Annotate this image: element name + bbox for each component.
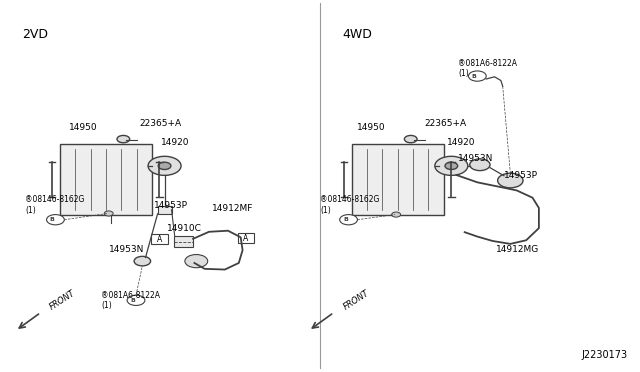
Text: 14950: 14950 <box>356 123 385 132</box>
Text: 14912MG: 14912MG <box>497 244 540 254</box>
Text: 14953P: 14953P <box>154 201 188 209</box>
Circle shape <box>404 135 417 143</box>
Text: 14950: 14950 <box>69 123 98 132</box>
Text: 14953N: 14953N <box>458 154 493 163</box>
Text: ®081A6-8122A
(1): ®081A6-8122A (1) <box>101 291 160 310</box>
Circle shape <box>445 162 458 170</box>
Text: 14912MF: 14912MF <box>212 204 253 213</box>
Text: FRONT: FRONT <box>49 288 77 312</box>
Circle shape <box>468 71 486 81</box>
FancyBboxPatch shape <box>237 233 254 243</box>
Text: B: B <box>50 217 54 222</box>
Circle shape <box>340 215 357 225</box>
Text: 14953P: 14953P <box>504 170 538 180</box>
Text: ®08146-8162G
(1): ®08146-8162G (1) <box>320 195 380 215</box>
Text: FRONT: FRONT <box>342 288 371 312</box>
Text: 2VD: 2VD <box>22 28 48 41</box>
FancyBboxPatch shape <box>151 234 168 244</box>
Bar <box>157 206 172 214</box>
Text: 14910C: 14910C <box>166 224 202 232</box>
Circle shape <box>498 173 523 188</box>
Text: J2230173: J2230173 <box>582 350 628 360</box>
Circle shape <box>148 156 181 175</box>
Text: 14920: 14920 <box>161 138 190 147</box>
Bar <box>60 144 152 215</box>
Text: B: B <box>131 298 135 303</box>
Text: ®08146-8162G
(1): ®08146-8162G (1) <box>25 195 84 215</box>
Text: B: B <box>472 74 477 78</box>
Circle shape <box>104 211 113 216</box>
Circle shape <box>435 156 468 175</box>
Circle shape <box>134 256 150 266</box>
Bar <box>174 236 193 247</box>
Bar <box>352 144 444 215</box>
Text: 22365+A: 22365+A <box>139 119 181 128</box>
Text: 22365+A: 22365+A <box>425 119 467 128</box>
Text: A: A <box>243 234 248 243</box>
Circle shape <box>117 135 130 143</box>
Text: 14953N: 14953N <box>109 244 145 254</box>
Text: B: B <box>343 217 348 222</box>
Circle shape <box>127 295 145 305</box>
Circle shape <box>47 215 64 225</box>
Text: 4WD: 4WD <box>342 28 372 41</box>
Circle shape <box>470 159 490 171</box>
Circle shape <box>185 254 208 268</box>
Circle shape <box>392 212 401 217</box>
Text: A: A <box>157 235 162 244</box>
Text: ®081A6-8122A
(1): ®081A6-8122A (1) <box>458 59 517 78</box>
Text: 14920: 14920 <box>447 138 476 147</box>
Circle shape <box>158 162 171 170</box>
